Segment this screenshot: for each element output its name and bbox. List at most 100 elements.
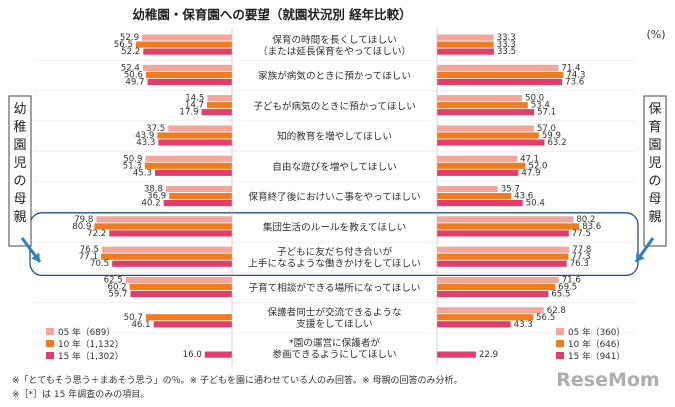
- value-label-left: 36.9: [147, 192, 166, 202]
- right-group-label-box: [643, 95, 667, 247]
- bar-left: [129, 283, 232, 291]
- value-label-left: 56.5: [114, 40, 133, 50]
- legend-left-label: 15 年（1,302）: [58, 350, 124, 362]
- value-label-right: 59.9: [542, 131, 561, 141]
- category-label: 保育終了後におけいこ事をやってほしい: [248, 191, 420, 203]
- category-label: 支援をしてほしい: [296, 318, 372, 330]
- legend-left-swatch: [46, 352, 54, 359]
- right-group-label-char: 親: [648, 210, 661, 225]
- value-label-left: 40.2: [142, 199, 161, 209]
- bar-right: [437, 162, 526, 169]
- value-label-left: 46.1: [131, 320, 150, 330]
- category-label: （または延長保育をやってほしい）: [258, 45, 411, 57]
- value-label-right: 33.3: [497, 33, 516, 43]
- footnote-2: ※［*］は 15 年調査のみの項目。: [12, 388, 149, 400]
- value-label-left: 62.5: [104, 276, 123, 286]
- value-label-left: 50.9: [123, 154, 142, 164]
- bar-right: [437, 260, 567, 267]
- category-label: 上手になるような働きかけをしてほしい: [248, 258, 420, 270]
- legend-right-label: 05 年（360）: [568, 326, 625, 338]
- bar-right: [437, 253, 569, 260]
- legend-right-swatch: [556, 352, 564, 359]
- value-label-left: 79.8: [74, 215, 93, 225]
- value-label-right: 57.0: [537, 124, 556, 134]
- value-label-right: 76.3: [570, 259, 589, 269]
- left-group-label-char: 園: [13, 138, 26, 153]
- value-label-right: 83.6: [582, 222, 601, 232]
- right-group-label-char: 児: [648, 156, 661, 171]
- bar-right: [437, 351, 476, 358]
- value-label-right: 33.5: [497, 47, 516, 57]
- value-label-right: 50.4: [526, 199, 545, 209]
- category-label: 参画できるようにしてほしい: [272, 348, 396, 360]
- bar-right: [437, 276, 559, 284]
- bar-right: [437, 223, 580, 230]
- watermark-logo: ReseMom: [556, 369, 659, 391]
- bar-right: [437, 109, 535, 116]
- bar-left: [145, 71, 232, 78]
- bar-left: [135, 41, 232, 48]
- legend-right-label: 10 年（646）: [568, 338, 625, 350]
- value-label-left: 50.7: [124, 313, 143, 323]
- left-group-label-char: 幼: [13, 102, 26, 117]
- legend-right-swatch: [556, 328, 564, 335]
- bar-right: [437, 48, 494, 55]
- value-label-right: 52.0: [528, 161, 547, 171]
- chart-title: 幼稚園・保育園への要望（就園状況別 経年比較）: [132, 7, 411, 22]
- value-label-right: 50.0: [525, 94, 544, 104]
- bar-left: [154, 169, 232, 176]
- value-label-right: 71.6: [562, 276, 581, 286]
- value-label-right: 43.3: [514, 320, 533, 330]
- value-label-left: 60.2: [108, 283, 127, 293]
- bar-left: [145, 155, 232, 162]
- bar-left: [94, 223, 232, 230]
- legend-left-swatch: [46, 328, 54, 335]
- left-group-label-box: [8, 95, 32, 247]
- left-group-label-char: 児: [13, 156, 26, 171]
- value-label-right: 77.8: [572, 245, 591, 255]
- bar-left: [125, 276, 232, 284]
- bar-right: [437, 283, 556, 291]
- left-group-label-char: の: [13, 174, 26, 189]
- legend-left-label: 05 年（689）: [58, 326, 115, 338]
- category-label: 保護者同士が交流できるような: [267, 307, 401, 319]
- bar-left: [101, 246, 232, 253]
- left-group-label-char: 親: [13, 210, 26, 225]
- value-label-right: 69.5: [558, 283, 577, 293]
- bar-left: [100, 253, 233, 260]
- bar-left: [169, 193, 232, 200]
- bar-left: [158, 139, 232, 146]
- value-label-left: 77.1: [79, 252, 98, 262]
- value-label-right: 77.5: [572, 229, 591, 239]
- bar-right: [437, 186, 498, 193]
- category-label: 家族が病気のときに預かってほしい: [258, 70, 411, 82]
- value-label-left: 52.2: [121, 47, 140, 57]
- category-label: 知的教育を増やしてほしい: [277, 131, 392, 143]
- right-group-label-char: 育: [648, 119, 661, 135]
- left-group-label-char: 母: [13, 192, 26, 207]
- value-label-right: 62.8: [547, 306, 566, 316]
- right-group-label-char: 園: [648, 138, 661, 153]
- bar-right: [437, 102, 528, 109]
- bar-right: [437, 64, 559, 71]
- value-label-left: 38.8: [144, 185, 163, 195]
- category-label: 集団生活のルールを教えてほしい: [263, 221, 406, 233]
- value-label-right: 53.4: [531, 101, 550, 111]
- bar-right: [437, 95, 522, 102]
- bar-right: [437, 200, 523, 207]
- value-label-left: 80.9: [72, 222, 91, 232]
- value-label-right: 73.6: [565, 77, 584, 87]
- value-label-left: 37.5: [146, 124, 165, 134]
- bar-right: [437, 139, 545, 146]
- category-label: 子どもに友だち付き合いが: [277, 246, 393, 258]
- bar-left: [147, 78, 232, 85]
- value-label-right: 71.4: [561, 63, 580, 73]
- bar-right: [437, 132, 539, 139]
- value-label-left: 52.4: [121, 63, 140, 73]
- bar-right: [437, 41, 494, 48]
- bar-left: [143, 48, 232, 55]
- value-label-right: 57.1: [537, 108, 556, 118]
- bar-right: [437, 314, 534, 321]
- bar-right: [437, 307, 544, 314]
- bar-left: [142, 64, 232, 71]
